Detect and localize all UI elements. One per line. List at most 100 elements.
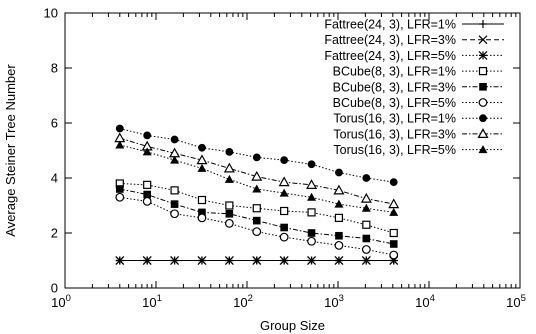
- x-tick-label-exponent: 3: [339, 293, 344, 304]
- legend-item: Torus(16, 3), LFR=5%: [333, 143, 504, 157]
- legend-label: Fattree(24, 3), LFR=3%: [324, 33, 456, 47]
- series-layer: [114, 124, 400, 265]
- data-point: [223, 162, 235, 173]
- data-point: [115, 256, 125, 265]
- legend-item: BCube(8, 3), LFR=3%: [333, 80, 504, 94]
- y-axis: 0 2 4 6 8 10: [44, 6, 520, 296]
- legend-marker: [479, 83, 487, 91]
- data-point: [252, 216, 261, 225]
- x-tick-label: 101: [142, 293, 162, 310]
- legend-item: Torus(16, 3), LFR=1%: [333, 112, 504, 126]
- data-point: [389, 228, 398, 238]
- data-point: [170, 155, 180, 164]
- data-point: [143, 180, 152, 189]
- data-point: [280, 156, 289, 165]
- data-point: [389, 178, 398, 187]
- data-point: [279, 188, 289, 197]
- series-line: [119, 137, 394, 205]
- legend-marker: [478, 145, 488, 154]
- data-point: [389, 250, 399, 260]
- y-tick-label: 10: [44, 6, 58, 21]
- data-point: [143, 131, 152, 140]
- data-point: [388, 198, 400, 209]
- x-axis-title: Group Size: [260, 318, 325, 333]
- x-tick-label-exponent: 1: [157, 293, 162, 304]
- data-point: [389, 240, 398, 248]
- series-7: [115, 124, 398, 187]
- data-point: [389, 207, 399, 216]
- legend-marker: [477, 128, 489, 138]
- data-point: [115, 140, 125, 149]
- x-tick-label-base: 10: [142, 295, 156, 310]
- series-6: [115, 192, 399, 260]
- x-tick-label: 104: [415, 293, 435, 310]
- data-point: [307, 208, 316, 217]
- data-point: [334, 256, 344, 265]
- x-tick-label-base: 10: [415, 295, 429, 310]
- data-point: [335, 168, 343, 177]
- y-tick-label: 8: [51, 61, 58, 76]
- legend-label: BCube(8, 3), LFR=5%: [333, 96, 456, 110]
- data-point: [197, 213, 207, 223]
- data-point: [224, 256, 234, 265]
- data-point: [114, 132, 126, 143]
- y-tick-label: 6: [51, 116, 58, 131]
- series-line: [119, 183, 394, 234]
- data-point: [142, 147, 152, 156]
- legend-item: BCube(8, 3), LFR=1%: [333, 65, 504, 79]
- legend-label: Torus(16, 3), LFR=5%: [333, 143, 456, 157]
- legend-marker: [478, 50, 488, 60]
- y-tick-label: 2: [51, 226, 58, 241]
- plot-border: [64, 12, 521, 289]
- data-point: [197, 256, 207, 265]
- legend: Fattree(24, 3), LFR=1%Fattree(24, 3), LF…: [324, 18, 504, 157]
- legend-item: Fattree(24, 3), LFR=1%: [324, 18, 504, 32]
- data-point: [335, 231, 343, 240]
- legend-label: Torus(16, 3), LFR=3%: [333, 127, 456, 141]
- x-axis: 100 101 102 103 104 105: [51, 13, 526, 310]
- data-point: [143, 190, 151, 199]
- x-tick-label-exponent: 4: [430, 293, 435, 304]
- series-5: [115, 185, 398, 248]
- x-tick-label-exponent: 2: [248, 293, 253, 304]
- legend-item: Fattree(24, 3), LFR=3%: [324, 33, 504, 47]
- data-point: [170, 135, 179, 144]
- data-point: [142, 256, 152, 265]
- data-point: [225, 147, 234, 156]
- data-point: [196, 154, 208, 165]
- data-point: [280, 223, 288, 232]
- x-tick-label: 103: [324, 293, 344, 310]
- data-point: [278, 176, 290, 187]
- data-point: [307, 160, 316, 169]
- data-point: [252, 153, 261, 162]
- legend-label: Torus(16, 3), LFR=1%: [333, 112, 456, 126]
- legend-label: BCube(8, 3), LFR=3%: [333, 80, 456, 94]
- data-point: [170, 209, 179, 219]
- data-point: [225, 201, 234, 210]
- legend-marker: [479, 20, 487, 28]
- data-point: [279, 256, 289, 265]
- series-3: [115, 256, 399, 265]
- data-point: [333, 184, 345, 195]
- x-tick-label-base: 10: [51, 295, 65, 310]
- series-9: [115, 140, 399, 216]
- data-point: [225, 209, 234, 218]
- series-4: [115, 179, 398, 238]
- x-tick-label-exponent: 5: [521, 293, 526, 304]
- data-point: [198, 208, 206, 217]
- legend-marker: [478, 66, 488, 76]
- data-point: [334, 199, 344, 208]
- legend-label: Fattree(24, 3), LFR=1%: [324, 18, 456, 32]
- data-point: [252, 204, 261, 213]
- data-point: [307, 256, 316, 265]
- data-point: [170, 256, 179, 265]
- data-point: [334, 240, 344, 250]
- legend-item: BCube(8, 3), LFR=5%: [333, 96, 504, 110]
- legend-item: Fattree(24, 3), LFR=5%: [324, 49, 504, 63]
- data-point: [170, 186, 179, 195]
- data-point: [362, 174, 371, 182]
- x-tick-label-base: 10: [506, 295, 520, 310]
- y-tick-label: 4: [51, 171, 58, 186]
- data-point: [306, 179, 318, 189]
